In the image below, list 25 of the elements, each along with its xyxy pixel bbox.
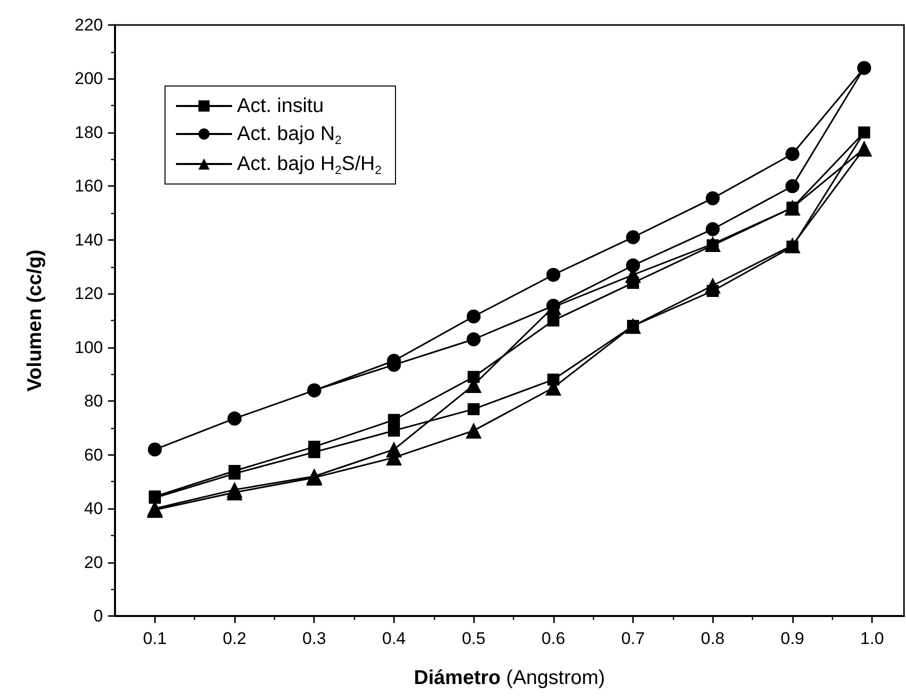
y-tick-label: 120 bbox=[74, 284, 103, 304]
x-tick-label: 0.5 bbox=[462, 629, 486, 648]
x-tick-label: 0.8 bbox=[700, 629, 725, 648]
legend-label: Act. insitu bbox=[237, 95, 324, 117]
x-tick-label: 0.3 bbox=[302, 629, 326, 648]
y-tick-label: 20 bbox=[84, 552, 103, 572]
y-tick-label: 60 bbox=[84, 445, 103, 464]
y-tick-label: 100 bbox=[74, 338, 103, 357]
y-tick-label: 40 bbox=[84, 499, 103, 518]
y-tick-label: 180 bbox=[74, 122, 103, 142]
x-tick-label: 0.7 bbox=[621, 629, 645, 648]
x-tick-label: 0.9 bbox=[780, 629, 804, 648]
y-tick-label: 0 bbox=[94, 606, 103, 626]
x-tick-label: 0.6 bbox=[542, 629, 566, 648]
y-tick-label: 220 bbox=[74, 16, 103, 34]
y-axis-title: Volumen (cc/g) bbox=[24, 250, 46, 392]
y-tick-label: 80 bbox=[84, 392, 103, 411]
x-tick-label: 0.1 bbox=[143, 629, 167, 648]
x-tick-label: 0.4 bbox=[382, 629, 406, 648]
y-tick-label: 200 bbox=[74, 69, 103, 88]
x-tick-label: 0.2 bbox=[222, 629, 246, 648]
x-axis-title: Diámetro (Angstrom) bbox=[414, 667, 606, 689]
y-tick-label: 140 bbox=[74, 230, 103, 250]
x-tick-label: 1.0 bbox=[860, 629, 884, 648]
y-tick-label: 160 bbox=[74, 176, 103, 196]
